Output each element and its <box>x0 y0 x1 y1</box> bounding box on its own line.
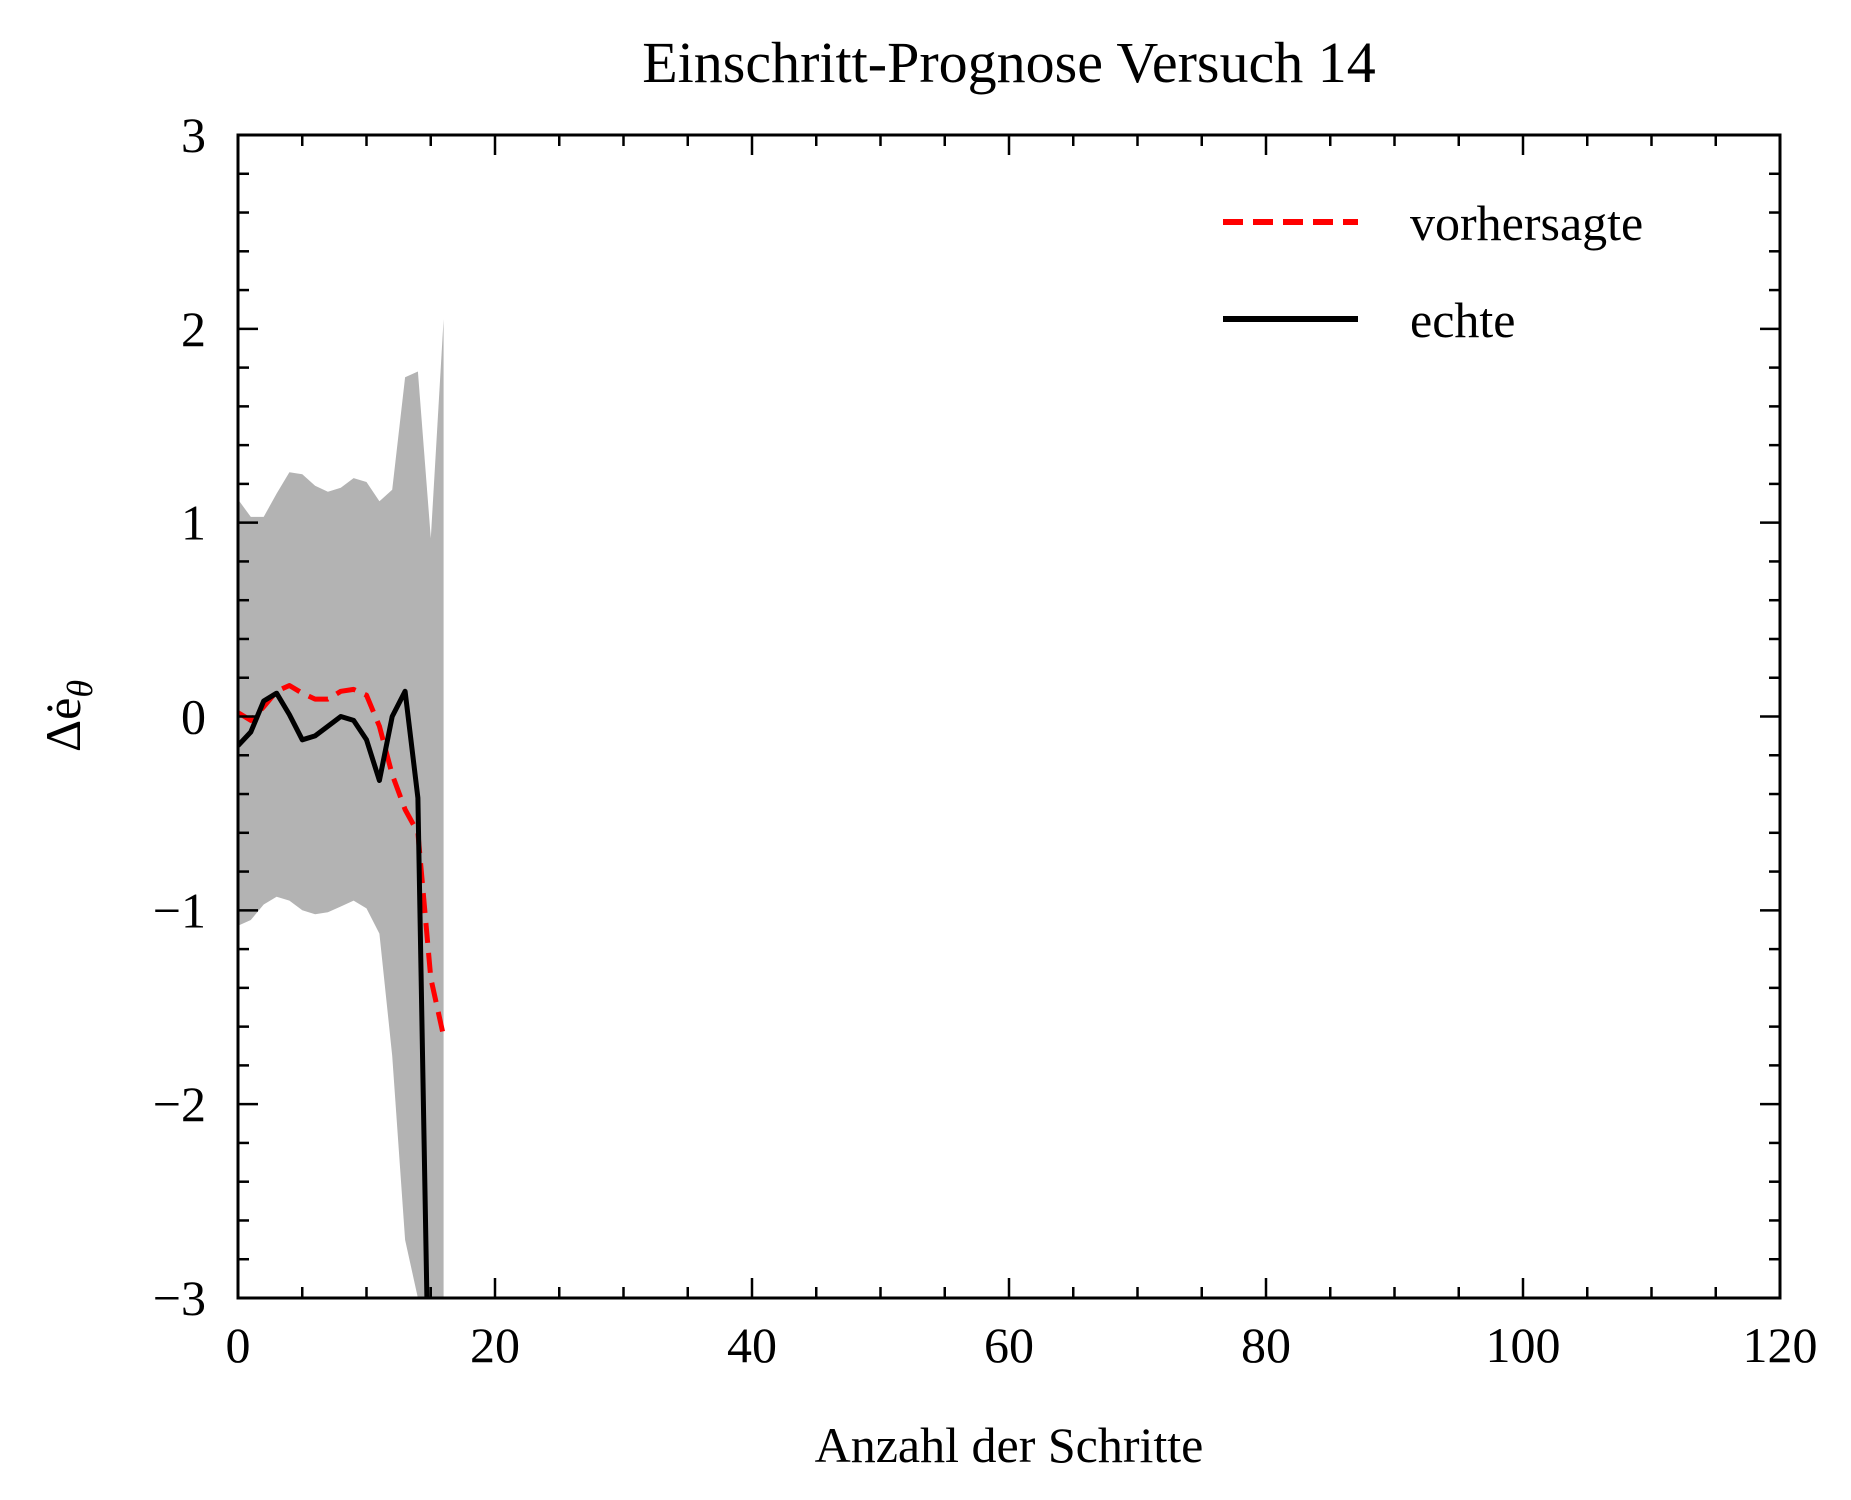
legend: vorhersagte echte <box>1223 195 1643 348</box>
y-tick-label: 0 <box>181 689 206 745</box>
y-tick-label: −1 <box>153 882 206 938</box>
y-tick-labels: −3 −2 −1 0 1 2 3 <box>153 107 206 1326</box>
uncertainty-band <box>238 319 444 1298</box>
x-tick-label: 120 <box>1743 1317 1818 1373</box>
x-tick-label: 0 <box>226 1317 251 1373</box>
x-tick-label: 20 <box>470 1317 520 1373</box>
x-axis-label: Anzahl der Schritte <box>815 1417 1204 1473</box>
legend-label-vorhersagte: vorhersagte <box>1410 195 1643 251</box>
x-tick-label: 80 <box>1241 1317 1291 1373</box>
y-tick-label: 3 <box>181 107 206 163</box>
y-axis-label-main: Δė <box>35 698 91 752</box>
plot-area <box>238 319 447 1298</box>
series-line-echte <box>238 688 430 1298</box>
y-tick-label: −3 <box>153 1270 206 1326</box>
y-tick-label: 1 <box>181 495 206 551</box>
x-tick-label: 60 <box>984 1317 1034 1373</box>
y-tick-label: 2 <box>181 301 206 357</box>
chart-title: Einschritt-Prognose Versuch 14 <box>642 30 1376 95</box>
plot-frame <box>236 133 1782 1300</box>
x-tick-label: 100 <box>1486 1317 1561 1373</box>
x-tick-label: 40 <box>727 1317 777 1373</box>
axis-ticks <box>236 133 1782 1300</box>
y-tick-label: −2 <box>153 1076 206 1132</box>
legend-label-echte: echte <box>1410 292 1515 348</box>
y-axis-label-subscript: θ <box>60 680 100 698</box>
x-tick-labels: 0 20 40 60 80 100 120 <box>226 1317 1818 1373</box>
y-axis-label: Δėθ <box>35 680 100 752</box>
